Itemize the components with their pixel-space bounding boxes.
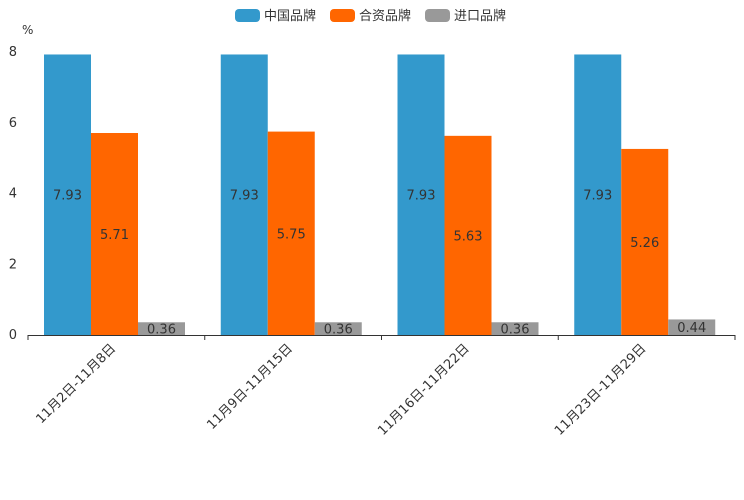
data-label-1-1: 7.93 bbox=[53, 189, 82, 204]
bar-2-2 bbox=[267, 131, 315, 335]
data-label-3-3: 0.36 bbox=[501, 323, 530, 338]
data-label-2-2: 5.75 bbox=[277, 227, 306, 242]
legend-label-1: 中国品牌 bbox=[264, 8, 316, 24]
legend-label-2: 合资品牌 bbox=[359, 8, 411, 24]
data-label-3-1: 0.36 bbox=[147, 323, 176, 338]
data-label-2-4: 5.26 bbox=[630, 236, 659, 251]
bar-3-2 bbox=[314, 322, 362, 335]
bar-2-1 bbox=[91, 133, 138, 335]
y-tick-label: 6 bbox=[9, 116, 17, 131]
y-axis-unit-label: % bbox=[22, 23, 33, 37]
data-label-2-3: 5.63 bbox=[454, 229, 483, 244]
bar-3-3 bbox=[491, 322, 539, 335]
y-tick-label: 2 bbox=[9, 257, 17, 272]
bar-3-4 bbox=[668, 319, 716, 335]
x-axis: 11月2日-11月8日 11月9日-11月15日 11月16日-11月22日 11月2… bbox=[27, 335, 736, 439]
x-tick-label: 11月9日-11月15日 bbox=[204, 341, 296, 433]
legend: 中国品牌 合资品牌 进口品牌 bbox=[235, 8, 506, 24]
bar-3-1 bbox=[138, 322, 185, 335]
bar-1-2 bbox=[220, 54, 268, 335]
bar-2-4 bbox=[621, 148, 669, 335]
y-tick-label: 0 bbox=[9, 328, 17, 343]
data-label-3-2: 0.36 bbox=[324, 323, 353, 338]
y-tick-label: 8 bbox=[9, 45, 17, 60]
bars: 7.93 5.71 0.36 7.93 5.75 0.36 7.93 5.63 0.36 7.93… bbox=[44, 54, 716, 338]
data-label-3-4: 0.44 bbox=[677, 321, 706, 336]
data-label-2-1: 5.71 bbox=[100, 228, 129, 243]
bar-1-4 bbox=[574, 54, 622, 335]
bar-1-3 bbox=[397, 54, 445, 335]
legend-swatch-1 bbox=[235, 9, 260, 22]
data-label-1-2: 7.93 bbox=[230, 189, 259, 204]
data-label-1-3: 7.93 bbox=[407, 189, 436, 204]
y-tick-label: 4 bbox=[9, 187, 17, 202]
x-tick-label: 11月2日-11月8日 bbox=[33, 341, 119, 427]
x-tick-label: 11月23日-11月29日 bbox=[552, 341, 649, 438]
legend-label-3: 进口品牌 bbox=[454, 8, 506, 24]
x-tick-label: 11月16日-11月22日 bbox=[375, 341, 472, 438]
legend-swatch-2 bbox=[330, 9, 355, 22]
bar-2-3 bbox=[444, 135, 492, 335]
legend-swatch-3 bbox=[425, 9, 450, 22]
bar-1-1 bbox=[44, 54, 91, 335]
data-label-1-4: 7.93 bbox=[583, 189, 612, 204]
y-axis: 0 2 4 6 8 bbox=[9, 45, 17, 343]
